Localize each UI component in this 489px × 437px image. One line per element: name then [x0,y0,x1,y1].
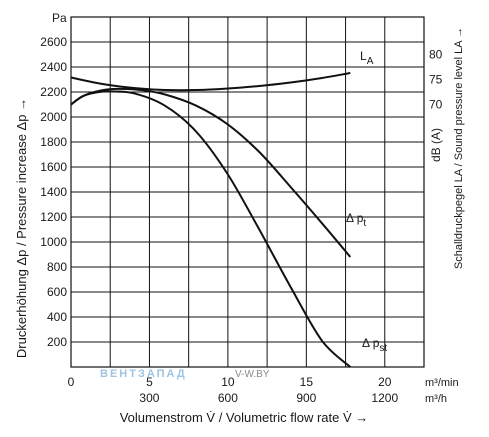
watermark-brand: ВЕНТЗАПАД [100,368,187,380]
ticks: 2004006008001000120014001600180020002200… [40,35,442,405]
y-tick-label: 2400 [40,60,67,74]
y-tick-label: 1800 [40,135,67,149]
series-label: Δ pst [362,336,387,354]
y-tick-label: 2600 [40,35,67,49]
curves: Δ pt Δ pst LA [70,49,387,368]
x-tick-label: 0 [68,375,75,389]
x2-tick-label: 600 [218,391,238,405]
x-tick-label: 15 [300,375,314,389]
x2-tick-label: 300 [139,391,159,405]
y-tick-label: 800 [47,260,67,274]
x2-tick-label: 1200 [371,391,398,405]
x-unit-h: m³/h [425,393,447,405]
y2-tick-label: 75 [429,73,443,87]
x-tick-label: 10 [221,375,235,389]
y-unit: Pa [52,11,67,25]
x-unit-min: m³/min [425,377,459,389]
y-tick-label: 1600 [40,160,67,174]
x-tick-label: 5 [146,375,153,389]
y-tick-label: 600 [47,285,67,299]
y-tick-label: 400 [47,310,67,324]
y2-unit: dB (A) [429,128,443,162]
series-label: Δ pt [346,211,366,229]
y-tick-label: 2000 [40,110,67,124]
y2-tick-label: 80 [429,48,443,62]
x2-tick-label: 900 [296,391,316,405]
series-LA [70,72,351,92]
y-axis-title: Druckerhöhung Δp / Pressure increase Δp … [14,98,29,358]
y2-tick-label: 70 [429,98,443,112]
watermark-site: V-W.BY [235,369,270,380]
y-tick-label: 200 [47,335,67,349]
y-tick-label: 1400 [40,185,67,199]
x-axis-title: Volumenstrom V̇ / Volumetric flow rate V… [120,410,369,425]
y-tick-label: 2200 [40,85,67,99]
series-Δ-pst [70,90,351,368]
grid [70,16,425,368]
series-Δ-pt [70,87,352,258]
x-tick-label: 20 [378,375,392,389]
y-tick-label: 1200 [40,210,67,224]
series-label: LA [360,49,374,67]
y2-axis-title: Schalldruckpegel LA / Sound pressure lev… [453,27,465,269]
y-tick-label: 1000 [40,235,67,249]
